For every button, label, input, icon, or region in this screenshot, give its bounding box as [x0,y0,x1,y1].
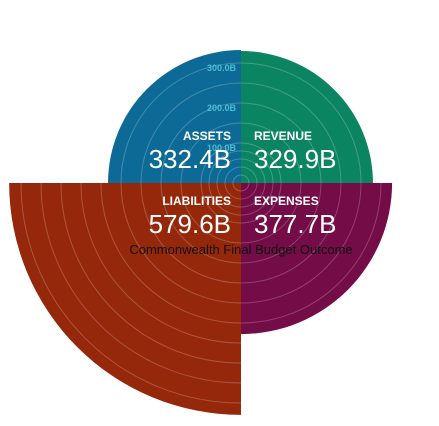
label-liabilities: LIABILITIES [162,194,231,208]
tick-label: 100.0B [207,143,237,153]
grid-ring [120,62,362,304]
grid-ring [208,150,274,216]
value-expenses: 377.7B [254,209,336,239]
label-expenses: EXPENSES [254,194,319,208]
sector-liabilities [9,183,241,415]
grid-rings [20,0,439,404]
value-revenue: 329.9B [254,144,336,174]
grid-ring [100,42,382,324]
tick-label: 200.0B [207,103,237,113]
value-assets: 332.4B [149,144,231,174]
tick-labels: 100.0B 200.0B 300.0B [207,63,237,153]
grid-ring [232,174,250,192]
grid-ring [200,142,282,224]
sector-assets [108,50,241,183]
grid-ring [180,122,302,244]
grid-ring [60,2,422,364]
grid-ring [40,0,439,384]
grid-ring [216,158,266,208]
grid-ring [80,22,402,344]
grid-ring [224,166,258,200]
sector-expenses [241,183,393,335]
label-revenue: REVENUE [254,129,312,143]
grid-ring [160,102,322,264]
grid-ring [20,0,439,404]
grid-ring [140,82,342,284]
chart-title: Commonwealth Final Budget Outcome [129,242,352,257]
tick-label: 300.0B [207,63,237,73]
value-liabilities: 579.6B [149,209,231,239]
sector-revenue [241,51,373,183]
sector-group [9,50,393,415]
label-assets: ASSETS [183,129,231,143]
